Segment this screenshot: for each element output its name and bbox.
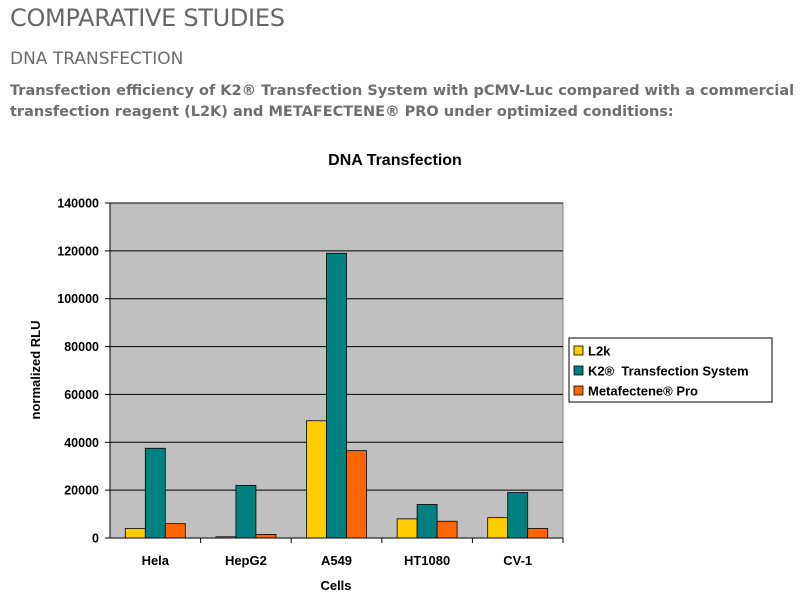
y-tick-label: 60000: [64, 388, 99, 402]
bar: [507, 492, 529, 539]
bar: [255, 534, 277, 539]
y-axis-label: normalized RLU: [28, 321, 43, 420]
legend-box: [568, 337, 773, 403]
x-tick-label: CV-1: [503, 553, 532, 568]
bar: [436, 520, 458, 539]
y-tick-label: 20000: [64, 484, 99, 498]
bar: [164, 523, 186, 539]
bar: [144, 447, 166, 539]
legend-label: Metafectene® Pro: [588, 384, 698, 399]
x-tick-label: Hela: [142, 553, 170, 568]
chart-title: DNA Transfection: [328, 152, 462, 169]
bar: [235, 484, 257, 539]
legend-swatch: [573, 345, 584, 356]
bar: [124, 528, 146, 539]
legend-swatch: [573, 365, 584, 376]
x-tick-label: A549: [321, 553, 352, 568]
bar: [527, 528, 549, 539]
legend-label: L2k: [588, 344, 611, 359]
y-tick-label: 0: [92, 532, 99, 546]
bar: [306, 420, 327, 539]
bar: [346, 450, 367, 539]
page-title: COMPARATIVE STUDIES: [10, 4, 285, 32]
y-tick-label: 120000: [57, 244, 99, 258]
x-axis-label: Cells: [320, 578, 351, 593]
bar: [326, 252, 347, 539]
y-tick-label: 140000: [57, 197, 99, 211]
y-tick-label: 40000: [64, 436, 99, 450]
intro-text: Transfection efficiency of K2® Transfect…: [10, 83, 795, 120]
legend-swatch: [573, 385, 584, 396]
y-tick-label: 80000: [64, 340, 99, 354]
legend-label: K2® Transfection System: [588, 364, 749, 379]
y-tick-label: 100000: [57, 292, 99, 306]
bar: [416, 504, 438, 539]
bar: [487, 517, 509, 539]
legend: L2k K2® Transfection System Metafectene® P…: [568, 337, 773, 403]
bar: [396, 518, 418, 539]
x-tick-label: HepG2: [225, 553, 267, 568]
x-tick-label: HT1080: [404, 553, 450, 568]
section-title: DNA TRANSFECTION: [10, 49, 184, 69]
